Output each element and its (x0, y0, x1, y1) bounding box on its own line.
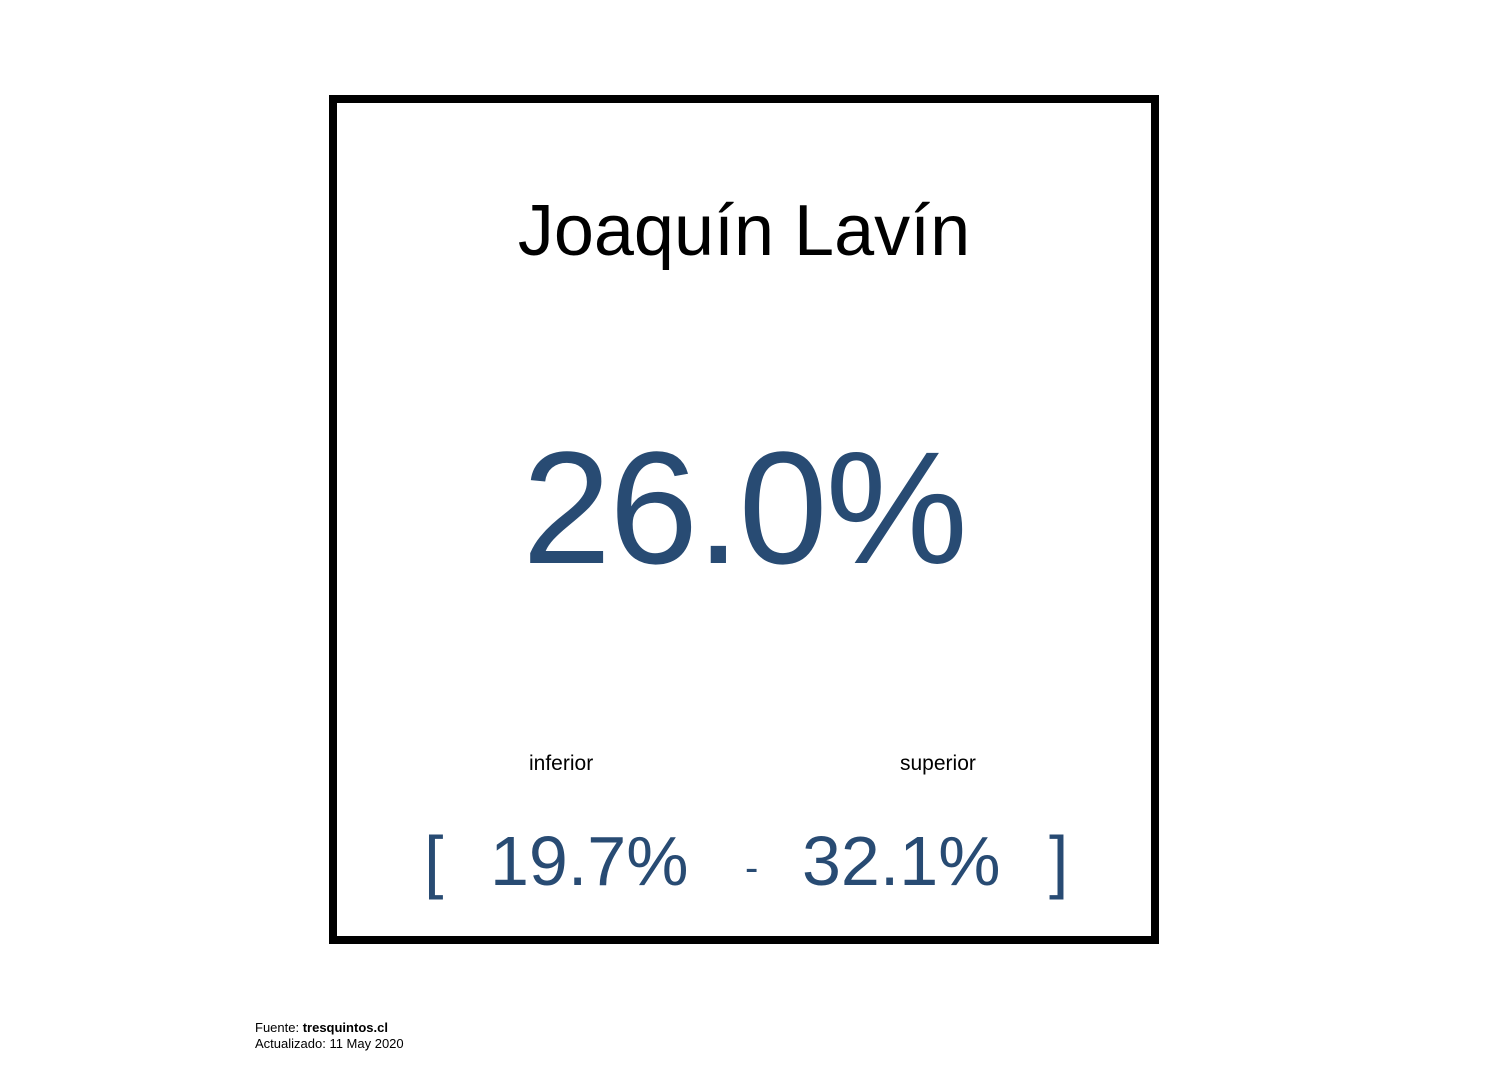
lower-bound-value: 19.7% (490, 822, 689, 900)
candidate-name: Joaquín Lavín (517, 191, 971, 271)
upper-bound-value: 32.1% (802, 822, 1001, 900)
updated-line: Actualizado: 11 May 2020 (255, 1036, 404, 1052)
upper-bound-label: superior (900, 752, 976, 775)
updated-label: Actualizado: (255, 1036, 330, 1051)
lower-bound-label: inferior (529, 752, 594, 775)
interval-open-bracket: [ (424, 822, 444, 900)
source-name: tresquintos.cl (302, 1020, 388, 1035)
source-line: Fuente: tresquintos.cl (255, 1020, 404, 1036)
interval-separator: - (745, 846, 759, 890)
footer: Fuente: tresquintos.cl Actualizado: 11 M… (255, 1020, 404, 1052)
source-label: Fuente: (255, 1020, 303, 1035)
interval-close-bracket: ] (1049, 822, 1069, 900)
updated-date: 11 May 2020 (329, 1036, 404, 1051)
estimate-value: 26.0% (522, 418, 968, 597)
estimate-card: Joaquín Lavín 26.0% inferior superior [ … (329, 95, 1159, 944)
